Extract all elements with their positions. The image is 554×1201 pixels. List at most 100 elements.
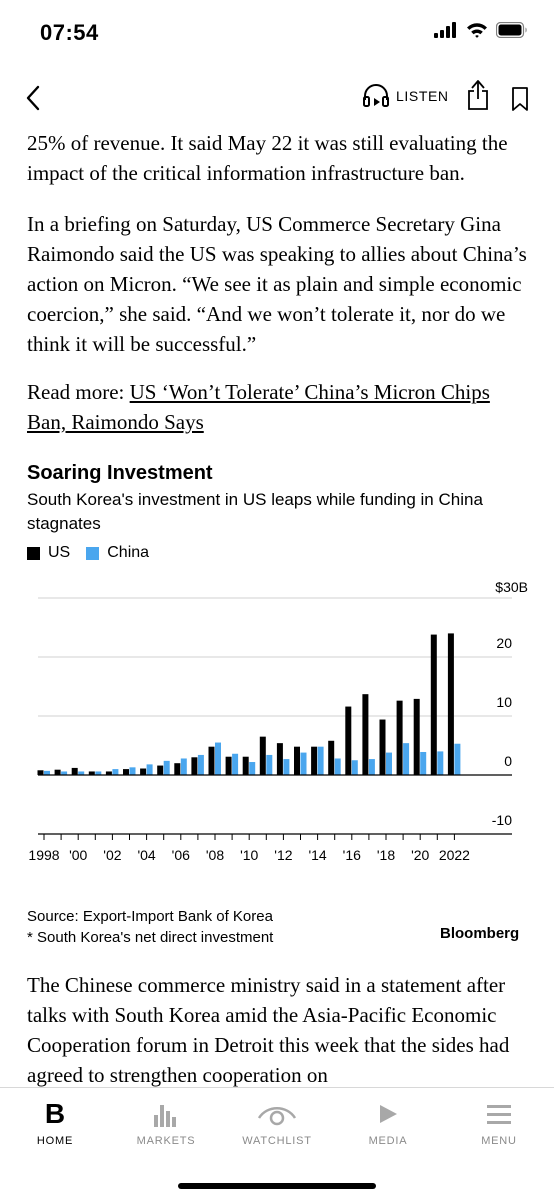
bar-china [215,742,221,775]
legend-item-us: US [27,544,70,562]
bar-chart: -10 0 10 20 $30B 1998 '00 '02 '04 '06 '08 '10 '12 '14… [28,579,528,863]
y-tick-label: $30B [495,579,528,595]
bar-us [413,698,420,775]
share-icon [468,80,488,110]
y-tick-label: 0 [504,753,512,769]
bar-us [191,757,198,775]
tab-label: MENU [481,1135,517,1147]
bookmark-button[interactable] [510,86,530,112]
bar-china [61,771,68,775]
bar-us [37,770,44,775]
bar-us [157,765,164,775]
x-tick-label: '10 [240,847,258,863]
back-button[interactable] [22,80,52,116]
bar-us [54,769,61,775]
legend-swatch-china [86,546,100,560]
home-icon: B [44,1098,66,1129]
bar-china [420,751,427,775]
bar-us [276,743,283,775]
x-tick-label: '00 [69,847,87,863]
headphones-icon [363,84,389,107]
x-tick-label: '08 [206,847,224,863]
battery-icon [496,22,527,38]
bar-china [249,762,256,775]
bar-us [208,746,215,775]
bar-china [180,758,187,775]
bar-us [174,763,181,775]
bar-china [317,746,324,775]
bar-china [129,767,136,775]
read-more-paragraph: Read more: US ‘Won’t Tolerate’ China’s M… [27,377,527,437]
bar-us [396,700,403,775]
x-tick-label: 2022 [439,847,470,863]
x-tick-label: '20 [411,847,429,863]
bar-us [140,768,147,775]
share-button[interactable] [466,78,490,112]
article-paragraph: The Chinese commerce ministry said in a … [27,973,510,1087]
tab-menu[interactable]: MENU [444,1088,554,1168]
read-more-link[interactable]: US ‘Won’t Tolerate’ China’s Micron Chips… [27,380,490,434]
x-tick-label: '14 [308,847,326,863]
source-line: Source: Export-Import Bank of Korea [27,908,273,925]
status-bar: 07:54 [0,0,554,66]
bar-china [403,743,410,775]
menu-icon [444,1100,554,1128]
bar-us [430,634,437,775]
eye-icon [222,1100,332,1128]
bar-china [334,758,341,775]
chart-source: Source: Export-Import Bank of Korea * So… [27,906,273,948]
tab-bar: B HOME MARKETS WATCHLIST M [0,1087,554,1201]
bar-china [386,752,392,775]
x-tick-label: '12 [274,847,292,863]
bar-china [112,769,119,775]
article-paragraph: 25% of revenue. It said May 22 it was st… [27,131,508,185]
bar-china [44,770,50,775]
bar-china [78,771,85,775]
y-tick-label: 10 [496,694,512,710]
tab-watchlist[interactable]: WATCHLIST [222,1088,332,1168]
bar-china [163,760,170,775]
tab-home[interactable]: B HOME [0,1088,110,1168]
bar-china [266,754,273,775]
bar-china [437,751,444,775]
bar-us [71,767,78,775]
x-tick-label: '18 [377,847,395,863]
status-icons [434,22,528,38]
y-tick-label: -10 [492,812,512,828]
legend-label-china: China [107,544,150,561]
tab-label: HOME [36,1135,74,1147]
tab-media[interactable]: MEDIA [333,1088,443,1168]
bar-china [283,759,290,775]
home-indicator [178,1183,376,1189]
bar-china [95,771,102,775]
x-tick-label: '06 [172,847,190,863]
bar-us [225,756,232,775]
legend-swatch-us [27,546,40,560]
tab-markets[interactable]: MARKETS [111,1088,221,1168]
legend-label-us: US [48,544,71,561]
bar-us [311,746,318,775]
bar-china [300,752,307,775]
x-tick-label: 1998 [28,847,59,863]
tab-label: WATCHLIST [242,1135,312,1147]
footnote-line: * South Korea's net direct investment [27,929,274,946]
bar-us [123,769,129,775]
bar-us [242,756,249,775]
legend-item-china: China [86,544,149,562]
bar-us [362,694,369,775]
chart-legend: US China [27,544,165,562]
bar-china [351,760,358,775]
bar-us [379,719,386,775]
listen-button[interactable]: LISTEN [362,84,449,108]
bar-us [447,633,454,775]
bar-china [368,759,375,775]
chart-title: Soaring Investment [27,462,213,484]
bar-china [232,753,239,775]
bookmark-icon [512,87,528,111]
x-tick-label: '16 [343,847,361,863]
x-tick-label: '04 [137,847,155,863]
tab-label: MEDIA [368,1135,408,1147]
status-time: 07:54 [40,20,99,45]
bar-china [146,764,153,775]
chevron-left-icon [26,85,40,111]
